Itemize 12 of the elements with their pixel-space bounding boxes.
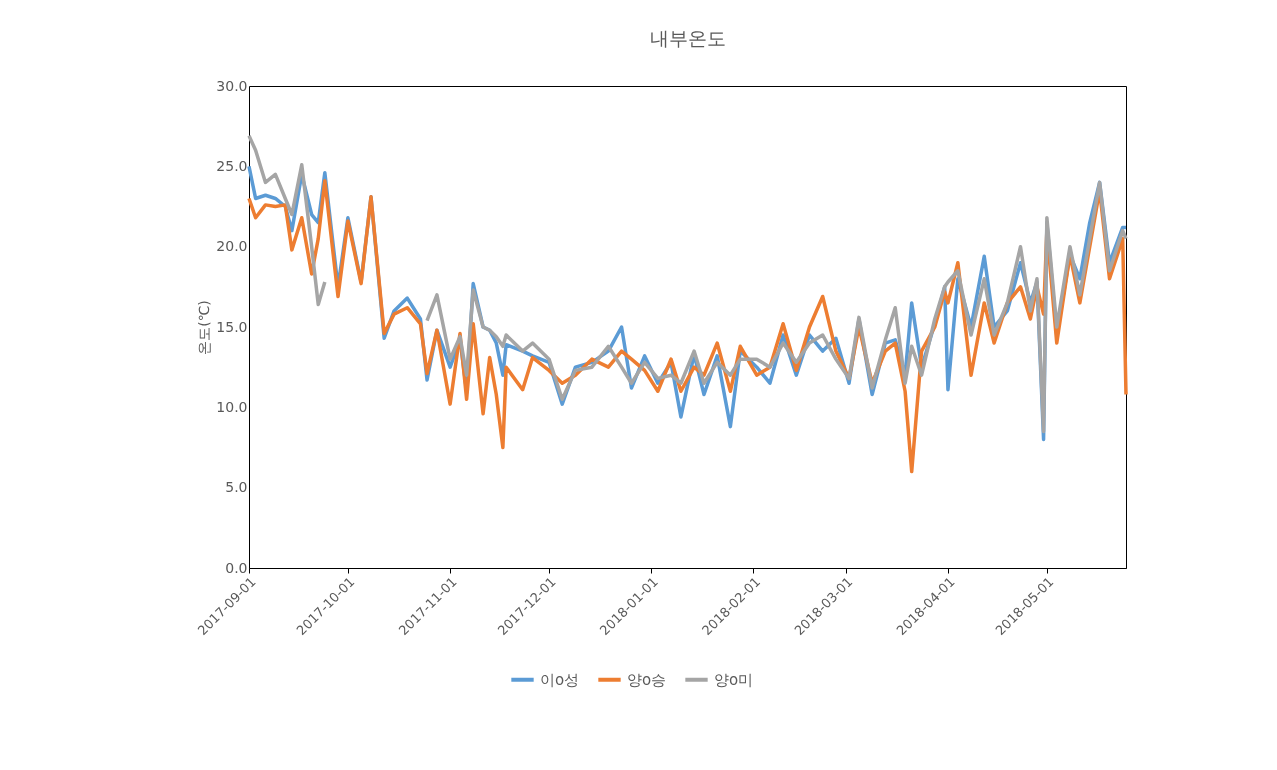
legend-label: 양o승 [627, 670, 667, 689]
y-tick-label: 20.0 [216, 238, 248, 255]
legend-label: 양o미 [714, 670, 754, 689]
y-axis-title: 온도(℃) [196, 300, 213, 355]
chart-title: 내부온도 [649, 27, 726, 49]
y-tick-label: 5.0 [225, 479, 248, 496]
legend-label: 이o성 [540, 670, 580, 689]
y-tick-label: 10.0 [216, 398, 248, 415]
y-tick-label: 0.0 [225, 559, 248, 576]
y-tick-label: 15.0 [216, 318, 248, 335]
y-tick-label: 25.0 [216, 157, 248, 174]
y-tick-label: 30.0 [216, 77, 248, 94]
